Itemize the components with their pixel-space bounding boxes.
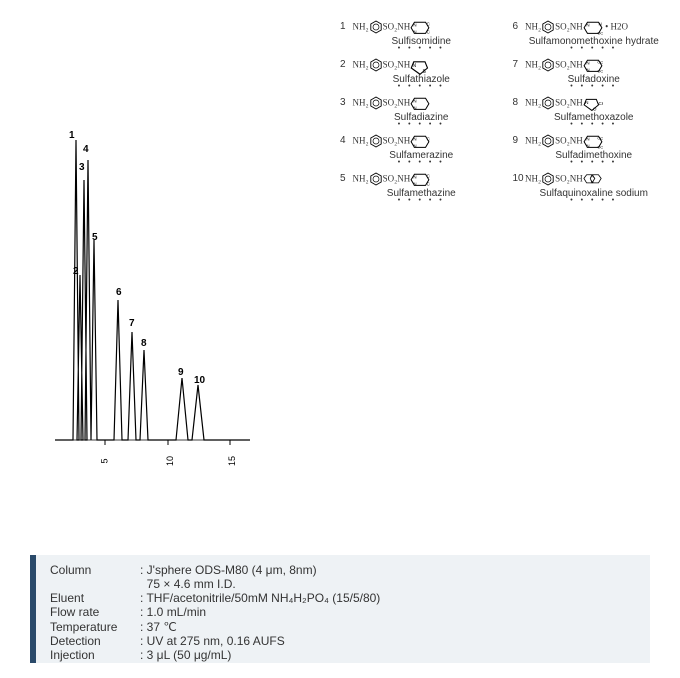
- compound-number: 3: [340, 97, 350, 108]
- peak-label-2: 2: [73, 266, 79, 277]
- compound-number: 1: [340, 21, 350, 32]
- compound-9: 9 NH₂SO₂NHNNOCH₃OCH₃ Sulfadimethoxine • …: [513, 134, 676, 166]
- param-value-temp: 37 ℃: [140, 620, 177, 634]
- peak-label-6: 6: [116, 287, 122, 298]
- svg-text:CH₃: CH₃: [427, 137, 430, 142]
- compound-dots: • • • • •: [513, 159, 676, 166]
- chromatogram-svg: [50, 130, 310, 500]
- svg-text:N: N: [586, 23, 589, 28]
- peak-label-10: 10: [194, 375, 205, 386]
- param-value-eluent: THF/acetonitrile/50mM NH₄H₂PO₄ (15/5/80): [140, 591, 380, 605]
- compound-number: 7: [513, 59, 523, 70]
- svg-text:OCH₃: OCH₃: [597, 144, 603, 149]
- param-label-eluent: Eluent: [50, 591, 140, 605]
- svg-text:N: N: [585, 100, 588, 105]
- param-label-flow: Flow rate: [50, 605, 140, 619]
- svg-text:OCH₃: OCH₃: [597, 136, 603, 141]
- compound-dots: • • • • •: [340, 83, 503, 90]
- compound-2: 2 NH₂SO₂NHNS Sulfathiazole • • • • •: [340, 58, 503, 90]
- compound-dots: • • • • •: [513, 83, 676, 90]
- svg-text:N: N: [414, 143, 417, 148]
- svg-text:N: N: [414, 181, 417, 186]
- compound-number: 6: [513, 21, 523, 32]
- svg-text:N: N: [591, 180, 594, 184]
- compound-4: 4 NH₂SO₂NHNNCH₃ Sulfamerazine • • • • •: [340, 134, 503, 166]
- svg-text:CH₃: CH₃: [427, 174, 430, 179]
- svg-text:N: N: [413, 63, 417, 69]
- param-label-column: Column: [50, 563, 140, 577]
- compound-10: 10 NH₂SO₂NHNN Sulfaquinoxaline sodium • …: [513, 172, 676, 204]
- parameters-panel: ColumnJ'sphere ODS-M80 (4 μm, 8nm) 75 × …: [30, 555, 650, 663]
- param-value-flow: 1.0 mL/min: [140, 605, 206, 619]
- svg-text:N: N: [586, 67, 589, 72]
- compound-dots: • • • • •: [513, 197, 676, 204]
- param-label-inj: Injection: [50, 648, 140, 662]
- compound-dots: • • • • •: [340, 159, 503, 166]
- svg-text:N: N: [586, 143, 589, 148]
- param-value-inj: 3 μL (50 μg/mL): [140, 648, 231, 662]
- compound-7: 7 NH₂SO₂NHNNOCH₃OCH₃ Sulfadoxine • • • •…: [513, 58, 676, 90]
- axis-tick-label: 15: [227, 456, 237, 466]
- peak-label-9: 9: [178, 367, 184, 378]
- svg-text:OCH₃: OCH₃: [597, 68, 603, 73]
- compound-table: 1 NH₂SO₂NHNNCH₃CH₃ Sulfisomidine • • • •…: [340, 20, 675, 204]
- svg-text:CH₃: CH₃: [427, 22, 430, 27]
- svg-text:N: N: [586, 61, 589, 66]
- peak-label-1: 1: [69, 130, 75, 141]
- axis-tick-label: 5: [100, 458, 110, 463]
- svg-text:O: O: [593, 106, 597, 111]
- compound-number: 4: [340, 135, 350, 146]
- svg-text:CH₃: CH₃: [427, 29, 430, 34]
- compound-6: 6 NH₂SO₂NHNNOCH₃ • H2O Sulfamonomethoxin…: [513, 20, 676, 52]
- axis-tick-label: 10: [165, 456, 175, 466]
- compound-5: 5 NH₂SO₂NHNNCH₃CH₃ Sulfamethazine • • • …: [340, 172, 503, 204]
- svg-text:N: N: [591, 174, 594, 178]
- param-label-temp: Temperature: [50, 620, 140, 634]
- peak-label-8: 8: [141, 338, 147, 349]
- compound-dots: • • • • •: [340, 45, 503, 52]
- compound-number: 9: [513, 135, 523, 146]
- peak-label-4: 4: [83, 144, 89, 155]
- param-value-column-dim: 75 × 4.6 mm I.D.: [140, 577, 236, 591]
- peak-label-7: 7: [129, 318, 135, 329]
- svg-text:N: N: [414, 137, 417, 142]
- svg-text:OCH₃: OCH₃: [597, 60, 603, 65]
- svg-text:N: N: [414, 23, 417, 28]
- compound-1: 1 NH₂SO₂NHNNCH₃CH₃ Sulfisomidine • • • •…: [340, 20, 503, 52]
- svg-text:N: N: [598, 22, 601, 27]
- compound-dots: • • • • •: [340, 197, 503, 204]
- param-value-det: UV at 275 nm, 0.16 AUFS: [140, 634, 285, 648]
- svg-text:N: N: [414, 175, 417, 180]
- param-value-column: J'sphere ODS-M80 (4 μm, 8nm): [140, 563, 317, 577]
- svg-text:CH₃: CH₃: [598, 101, 602, 106]
- svg-text:CH₃: CH₃: [427, 181, 430, 186]
- compound-dots: • • • • •: [340, 121, 503, 128]
- compound-3: 3 NH₂SO₂NHNN Sulfadiazine • • • • •: [340, 96, 503, 128]
- compound-number: 8: [513, 97, 523, 108]
- peak-label-3: 3: [79, 162, 85, 173]
- svg-text:N: N: [414, 29, 417, 34]
- compound-number: 10: [513, 173, 523, 184]
- chromatogram: 1 2 3 4 5 6 78 9 10 5 10 15: [50, 130, 310, 500]
- compound-number: 2: [340, 59, 350, 70]
- svg-text:N: N: [414, 105, 417, 110]
- svg-text:N: N: [586, 137, 589, 142]
- param-label-det: Detection: [50, 634, 140, 648]
- compound-number: 5: [340, 173, 350, 184]
- compound-8: 8 NH₂SO₂NHNOCH₃ Sulfamethoxazole • • • •…: [513, 96, 676, 128]
- svg-text:N: N: [414, 99, 417, 104]
- peak-label-5: 5: [92, 232, 98, 243]
- compound-dots: • • • • •: [513, 121, 676, 128]
